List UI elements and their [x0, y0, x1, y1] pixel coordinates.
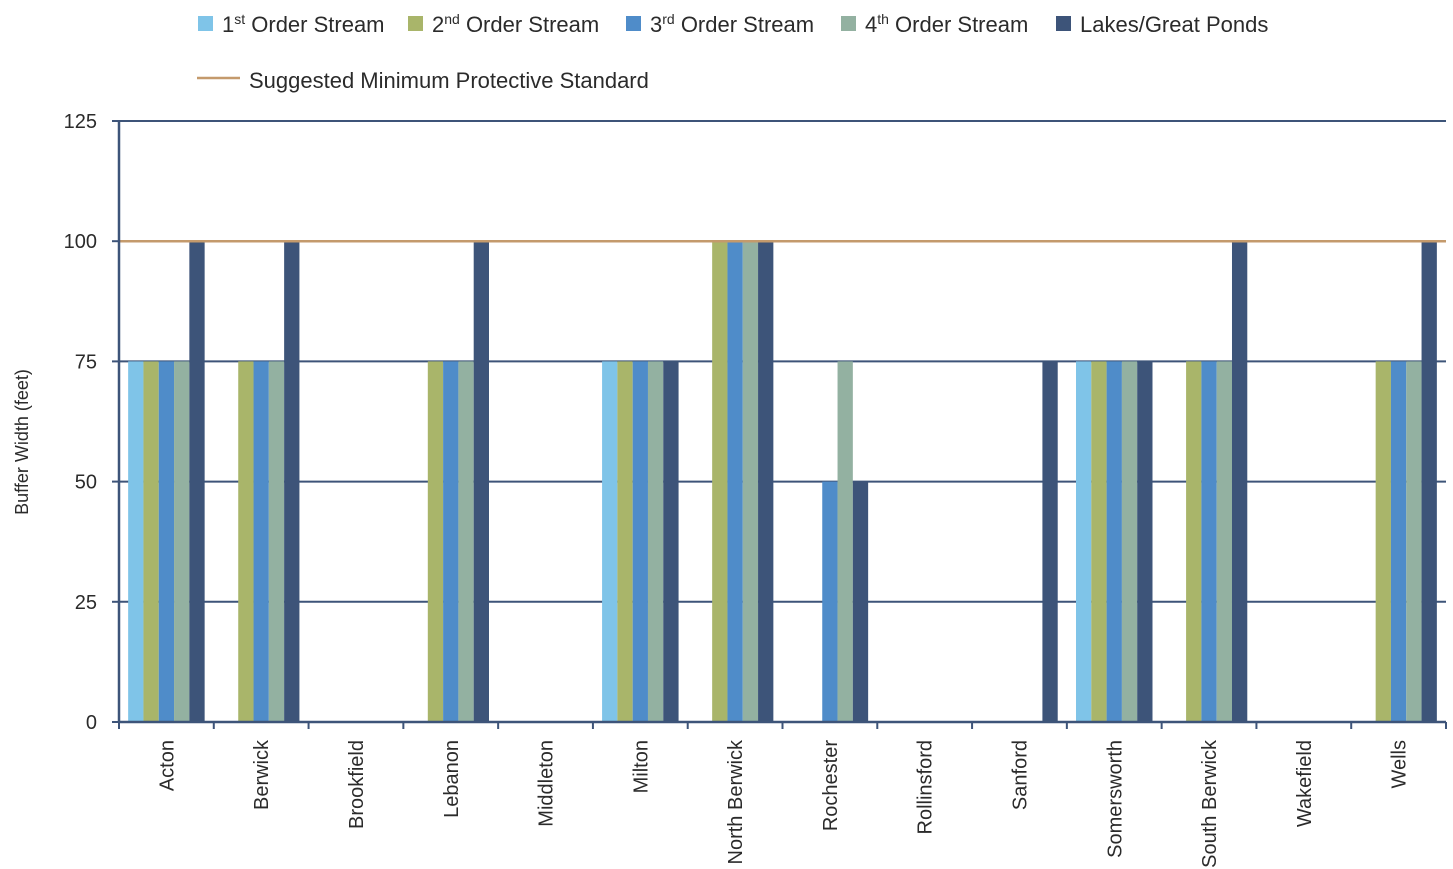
y-tick-label-125: 125 [64, 111, 97, 133]
legend-swatch-2 [408, 16, 423, 31]
bar-acton-series-4 [174, 361, 190, 722]
y-axis-title: Buffer Width (feet) [12, 369, 32, 515]
bar-north-berwick-series-5 [758, 241, 774, 722]
legend-swatch-3 [626, 16, 641, 31]
y-tick-label-100: 100 [64, 231, 97, 253]
legend-label-4: 4th Order Stream [865, 11, 1028, 37]
bar-berwick-series-5 [284, 241, 300, 722]
x-tick-label-milton: Milton [630, 740, 652, 793]
y-tick-label-75: 75 [75, 351, 97, 373]
bar-wells-series-3 [1390, 361, 1407, 722]
x-tick-label-middleton: Middleton [536, 740, 558, 827]
bar-acton-series-2 [143, 361, 159, 722]
y-tick-label-50: 50 [75, 472, 97, 494]
bar-north-berwick-series-4 [742, 241, 759, 722]
x-tick-label-lebanon: Lebanon [441, 740, 463, 818]
x-tick-label-north-berwick: North Berwick [725, 739, 747, 864]
x-tick-label-wakefield: Wakefield [1294, 740, 1316, 827]
bar-south-berwick-series-5 [1231, 241, 1248, 722]
y-tick-label-25: 25 [75, 592, 97, 614]
x-tick-label-berwick: Berwick [251, 739, 273, 810]
y-tick-label-0: 0 [86, 712, 97, 734]
x-tick-labels: Acton Berwick Brookfield Lebanon Middleton Mi… [156, 739, 1410, 868]
legend-label-3: 3rd Order Stream [650, 11, 814, 37]
bar-south-berwick-series-3 [1201, 361, 1217, 722]
bar-milton-series-2 [617, 361, 633, 722]
legend-label-2: 2nd Order Stream [432, 11, 599, 37]
bar-somersworth-series-5 [1137, 361, 1153, 722]
bar-milton-series-1 [602, 361, 618, 722]
y-tick-labels: 0 25 50 75 100 125 [64, 111, 97, 734]
bar-sanford-series-5 [1042, 361, 1058, 722]
bar-berwick-series-4 [268, 361, 285, 722]
bar-somersworth-series-1 [1076, 361, 1092, 722]
bar-milton-series-5 [663, 361, 679, 722]
bar-north-berwick-series-3 [727, 241, 743, 722]
bar-somersworth-series-3 [1106, 361, 1122, 722]
bar-lebanon-series-2 [427, 361, 444, 722]
x-tick-label-brookfield: Brookfield [346, 740, 368, 829]
x-tick-label-rochester: Rochester [820, 740, 842, 831]
bar-acton-series-3 [158, 361, 175, 722]
bar-milton-series-4 [647, 361, 664, 722]
bar-wells-series-2 [1375, 361, 1391, 722]
bar-south-berwick-series-2 [1186, 361, 1202, 722]
bar-berwick-series-3 [253, 361, 269, 722]
x-tick-label-somersworth: Somersworth [1104, 740, 1126, 858]
x-tick-label-south-berwick: South Berwick [1199, 739, 1221, 868]
bar-lebanon-series-5 [473, 241, 489, 722]
bar-milton-series-3 [632, 361, 648, 722]
legend-label-1: 1st Order Stream [222, 11, 385, 37]
x-tick-label-rollinsford: Rollinsford [915, 740, 937, 834]
bar-wells-series-4 [1406, 361, 1422, 722]
bar-berwick-series-2 [238, 361, 254, 722]
bar-north-berwick-series-2 [712, 241, 728, 722]
axes [112, 120, 1447, 729]
legend-label-5: Lakes/Great Ponds [1080, 12, 1268, 37]
bar-south-berwick-series-4 [1216, 361, 1232, 722]
legend-swatch-1 [198, 16, 213, 31]
legend: 1st Order Stream 2nd Order Stream 3rd Orde… [197, 11, 1268, 93]
legend-label-reference-line: Suggested Minimum Protective Standard [249, 68, 649, 93]
bar-somersworth-series-2 [1091, 361, 1107, 722]
bar-wells-series-5 [1421, 241, 1437, 722]
bar-somersworth-series-4 [1121, 361, 1138, 722]
bar-lebanon-series-3 [443, 361, 459, 722]
bar-acton-series-5 [189, 241, 205, 722]
bar-rochester-series-4 [837, 361, 853, 722]
x-tick-label-sanford: Sanford [1009, 740, 1031, 810]
x-tick-label-acton: Acton [156, 740, 178, 791]
legend-swatch-4 [841, 16, 856, 31]
bar-lebanon-series-4 [458, 361, 474, 722]
bars [128, 241, 1437, 722]
bar-rochester-series-3 [822, 481, 838, 722]
bar-acton-series-1 [128, 361, 144, 722]
x-tick-label-wells: Wells [1389, 740, 1411, 789]
bar-rochester-series-5 [852, 481, 869, 722]
legend-swatch-5 [1056, 16, 1071, 31]
